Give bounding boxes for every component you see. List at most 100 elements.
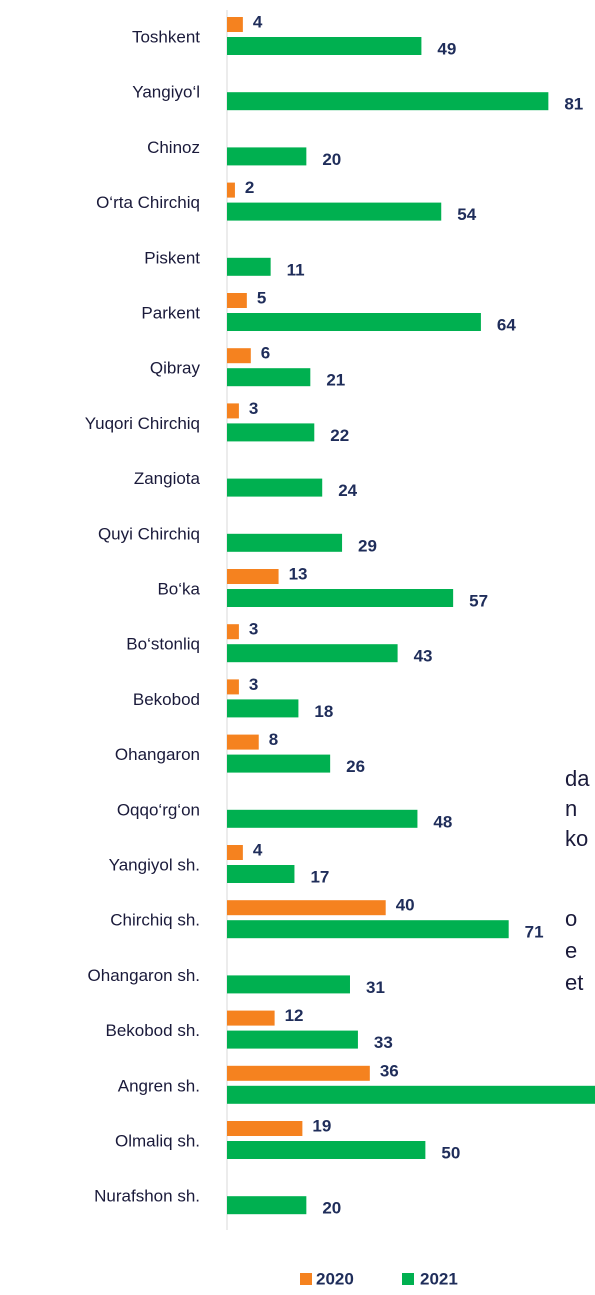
bar: [227, 147, 307, 166]
value-label: 11: [287, 260, 305, 279]
category-label: Yuqori Chirchiq: [85, 414, 200, 433]
value-label: 40: [396, 896, 415, 915]
value-label: 81: [564, 95, 583, 114]
bar: [227, 202, 442, 221]
bar: [227, 1196, 307, 1215]
value-label: 3: [249, 675, 258, 694]
value-label: 3: [249, 620, 258, 639]
value-label: 48: [433, 812, 452, 831]
bar: [227, 975, 350, 994]
value-label: 4: [253, 12, 263, 31]
bar: [227, 478, 323, 497]
value-label: 6: [261, 344, 270, 363]
value-label: 33: [374, 1033, 393, 1052]
value-label: 29: [358, 536, 377, 555]
category-label: Chirchiq sh.: [110, 911, 200, 930]
bar: [227, 182, 235, 198]
category-label: Bo‘ka: [157, 579, 200, 598]
legend-swatch: [300, 1273, 312, 1285]
category-label: Parkent: [141, 303, 200, 322]
value-label: 5: [257, 288, 266, 307]
overlay-text: ko: [565, 826, 588, 851]
bar: [227, 679, 239, 695]
category-label: Yangiyol sh.: [109, 855, 200, 874]
category-label: Bekobod: [133, 690, 200, 709]
category-label: O‘rta Chirchiq: [96, 193, 200, 212]
bar: [227, 865, 295, 883]
bar: [227, 92, 549, 111]
value-label: 71: [525, 923, 544, 942]
bar: [227, 845, 243, 860]
bar: [227, 348, 251, 364]
overlay-text: et: [565, 970, 583, 995]
category-label: Angren sh.: [118, 1076, 200, 1095]
bar: [227, 17, 243, 32]
bar: [227, 589, 454, 607]
category-label: Bo‘stonliq: [126, 635, 200, 654]
value-label: 13: [289, 564, 308, 583]
category-label: Zangiota: [134, 469, 201, 488]
bar: [227, 1085, 595, 1104]
value-label: 36: [380, 1061, 399, 1080]
category-label: Yangiyo‘l: [132, 83, 200, 102]
category-label: Qibray: [150, 359, 201, 378]
bar: [227, 1121, 303, 1136]
value-label: 31: [366, 978, 385, 997]
value-label: 24: [338, 481, 357, 500]
value-label: 20: [322, 1199, 341, 1218]
category-label: Quyi Chirchiq: [98, 524, 200, 543]
bar: [227, 533, 343, 552]
value-label: 26: [346, 757, 365, 776]
legend-swatch: [402, 1273, 414, 1285]
bar: [227, 1010, 275, 1026]
value-label: 54: [457, 205, 476, 224]
category-label: Olmaliq sh.: [115, 1131, 200, 1150]
value-label: 4: [253, 840, 263, 859]
bar: [227, 699, 299, 718]
bar: [227, 37, 422, 55]
bar: [227, 257, 271, 276]
legend-label: 2020: [316, 1269, 354, 1288]
bar: [227, 423, 315, 442]
value-label: 20: [322, 150, 341, 169]
category-label: Piskent: [144, 248, 200, 267]
category-label: Nurafshon sh.: [94, 1187, 200, 1206]
value-label: 64: [497, 315, 516, 334]
bar: [227, 624, 239, 640]
overlay-text: da: [565, 766, 590, 791]
bar: [227, 1141, 426, 1159]
bar: [227, 809, 418, 828]
value-label: 22: [330, 426, 349, 445]
bar: [227, 1065, 370, 1081]
bar: [227, 900, 386, 916]
value-label: 43: [414, 647, 433, 666]
overlay-text: e: [565, 938, 577, 963]
value-label: 12: [285, 1006, 304, 1025]
value-label: 57: [469, 591, 488, 610]
overlay-text: o: [565, 906, 577, 931]
category-label: Bekobod sh.: [105, 1021, 200, 1040]
value-label: 50: [441, 1143, 460, 1162]
category-label: Chinoz: [147, 138, 200, 157]
value-label: 21: [326, 371, 345, 390]
value-label: 3: [249, 399, 258, 418]
value-label: 18: [314, 702, 333, 721]
legend-label: 2021: [420, 1269, 458, 1288]
category-label: Oqqo‘rg‘on: [117, 800, 200, 819]
category-label: Ohangaron sh.: [88, 966, 200, 985]
bar: [227, 754, 331, 773]
value-label: 17: [310, 867, 329, 886]
bar: [227, 313, 481, 331]
bar: [227, 403, 239, 419]
bar: [227, 368, 311, 387]
bar: [227, 569, 279, 584]
bar: [227, 644, 398, 663]
bar: [227, 1030, 358, 1049]
bar: [227, 293, 247, 308]
value-label: 2: [245, 178, 254, 197]
bar: [227, 920, 509, 939]
category-label: Ohangaron: [115, 745, 200, 764]
bar: [227, 734, 259, 750]
category-label: Toshkent: [132, 27, 200, 46]
